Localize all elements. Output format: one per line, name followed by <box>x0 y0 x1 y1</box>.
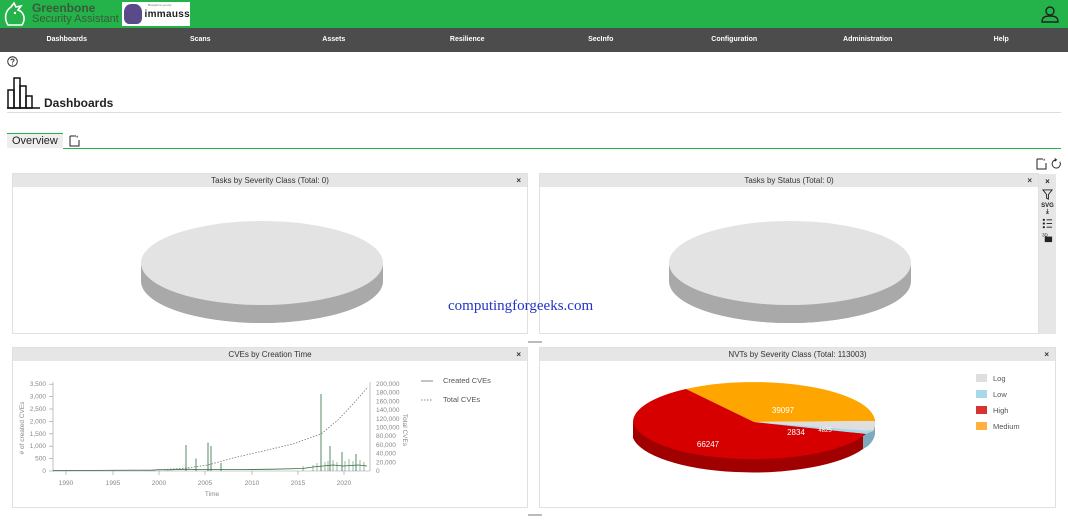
menu-resilience[interactable]: Resilience <box>449 36 485 43</box>
panel-header[interactable]: Tasks by Severity Class (Total: 0) × <box>13 174 527 187</box>
menu-administration[interactable]: Administration <box>843 36 893 43</box>
main-menu: Dashboards Scans Assets Resilience SecIn… <box>0 28 1068 52</box>
svg-text:100,000: 100,000 <box>376 425 400 432</box>
add-display-icon[interactable]: * <box>1036 158 1047 170</box>
greenbone-dragon-icon <box>4 1 25 26</box>
resize-handle[interactable] <box>528 514 542 516</box>
svg-text:160,000: 160,000 <box>376 398 400 405</box>
close-icon[interactable]: × <box>1045 177 1050 186</box>
panel-header[interactable]: CVEs by Creation Time × <box>13 348 527 361</box>
svg-text:2010: 2010 <box>245 480 260 487</box>
panel-nvts-severity: NVTs by Severity Class (Total: 113003) ×… <box>539 347 1056 508</box>
panel-title: CVEs by Creation Time <box>228 350 312 359</box>
svg-text:3,000: 3,000 <box>30 394 47 401</box>
menu-assets[interactable]: Assets <box>322 36 346 43</box>
menu-help[interactable]: Help <box>993 36 1009 43</box>
svg-text:0: 0 <box>376 468 380 475</box>
legend-toggle-icon[interactable] <box>1041 218 1054 229</box>
app-name-line1: Greenbone <box>32 1 96 15</box>
toggle-3d-icon[interactable]: 3D <box>1041 232 1054 243</box>
svg-text:*: * <box>1043 159 1046 165</box>
panel-title: Tasks by Status (Total: 0) <box>744 176 834 185</box>
svg-text:2005: 2005 <box>198 480 213 487</box>
svg-text:3D: 3D <box>1042 233 1049 238</box>
filter-icon[interactable] <box>1041 189 1054 200</box>
page-title: Dashboards <box>44 96 114 110</box>
sponsor-brand: immauss <box>144 8 190 20</box>
empty-pie-chart <box>669 221 911 323</box>
svg-text:Log: Log <box>993 374 1006 383</box>
pie-label-low: 2834 <box>787 428 805 437</box>
svg-text:High: High <box>993 406 1008 415</box>
new-dashboard-icon[interactable]: * <box>69 135 80 147</box>
close-icon[interactable]: × <box>1027 176 1032 185</box>
pie-label-log: 4825 <box>818 428 832 434</box>
svg-text:1,500: 1,500 <box>30 431 47 438</box>
close-icon[interactable]: × <box>516 176 521 185</box>
panel-tasks-status: Tasks by Status (Total: 0) × <box>539 173 1039 334</box>
svg-text:# of created CVEs: # of created CVEs <box>19 401 26 454</box>
dashboard-icon <box>7 77 40 109</box>
svg-text:40,000: 40,000 <box>376 451 396 458</box>
svg-text:2015: 2015 <box>291 480 306 487</box>
sponsor-by-text: Brought to you by <box>148 3 172 7</box>
svg-text:60,000: 60,000 <box>376 442 396 449</box>
help-icon[interactable] <box>7 56 18 67</box>
reset-icon[interactable] <box>1051 158 1062 170</box>
pie-label-medium: 39097 <box>772 406 795 415</box>
empty-pie-chart <box>141 221 383 323</box>
app-name-line2: Security Assistant <box>32 13 119 25</box>
cves-line-chart: 0 500 1,000 1,500 2,000 2,500 3,000 3,50… <box>19 376 491 498</box>
svg-text:Medium: Medium <box>993 422 1020 431</box>
panel-tasks-severity: Tasks by Severity Class (Total: 0) × <box>12 173 528 334</box>
tab-overview[interactable]: Overview <box>7 133 63 148</box>
svg-text:2,000: 2,000 <box>30 418 47 425</box>
svg-text:2,500: 2,500 <box>30 406 47 413</box>
close-icon[interactable]: × <box>516 350 521 359</box>
panel-title: Tasks by Severity Class (Total: 0) <box>211 176 329 185</box>
display-toolbar: × SVG ⤓ 3D <box>1039 174 1056 334</box>
svg-text:Time: Time <box>205 491 220 498</box>
svg-text:80,000: 80,000 <box>376 433 396 440</box>
svg-text:1,000: 1,000 <box>30 443 47 450</box>
top-bar: Greenbone Security Assistant Brought to … <box>0 0 1068 28</box>
svg-text:Total CVEs: Total CVEs <box>443 395 480 404</box>
title-divider <box>7 112 1061 113</box>
svg-text:120,000: 120,000 <box>376 416 400 423</box>
user-icon[interactable] <box>1040 4 1060 24</box>
nvts-pie-chart: 39097 66247 2834 4825 Log Low High Mediu… <box>633 374 1020 473</box>
panel-title: NVTs by Severity Class (Total: 113003) <box>728 350 867 359</box>
watermark: computingforgeeks.com <box>448 298 594 314</box>
svg-text:2000: 2000 <box>152 480 167 487</box>
panel-header[interactable]: NVTs by Severity Class (Total: 113003) × <box>540 348 1055 361</box>
panel-cves-creation-time: CVEs by Creation Time × 0 500 1,000 1,50… <box>12 347 528 508</box>
panel-header[interactable]: Tasks by Status (Total: 0) × <box>540 174 1038 187</box>
app-logo[interactable]: Greenbone Security Assistant <box>2 1 119 27</box>
svg-text:Created CVEs: Created CVEs <box>443 376 491 385</box>
svg-text:0: 0 <box>42 468 46 475</box>
svg-text:1990: 1990 <box>59 480 74 487</box>
svg-text:Low: Low <box>993 390 1007 399</box>
svg-text:500: 500 <box>35 456 46 463</box>
owl-icon <box>124 4 142 24</box>
svg-text:180,000: 180,000 <box>376 390 400 397</box>
menu-secinfo[interactable]: SecInfo <box>588 36 614 43</box>
resize-handle[interactable] <box>528 341 542 343</box>
menu-configuration[interactable]: Configuration <box>711 36 758 43</box>
svg-text:2020: 2020 <box>337 480 352 487</box>
svg-text:*: * <box>76 136 79 142</box>
sponsor-logo: Brought to you by immauss <box>122 2 190 26</box>
close-icon[interactable]: × <box>1044 350 1049 359</box>
svg-text:140,000: 140,000 <box>376 407 400 414</box>
tabs-divider <box>63 148 1061 149</box>
download-svg-icon[interactable]: SVG ⤓ <box>1041 203 1054 215</box>
menu-dashboards[interactable]: Dashboards <box>46 36 87 43</box>
svg-text:3,500: 3,500 <box>30 381 47 388</box>
pie-label-high: 66247 <box>697 440 720 449</box>
svg-text:20,000: 20,000 <box>376 459 396 466</box>
svg-text:1995: 1995 <box>106 480 121 487</box>
svg-text:200,000: 200,000 <box>376 381 400 388</box>
menu-scans[interactable]: Scans <box>189 36 211 43</box>
svg-text:Total CVEs: Total CVEs <box>401 414 408 447</box>
